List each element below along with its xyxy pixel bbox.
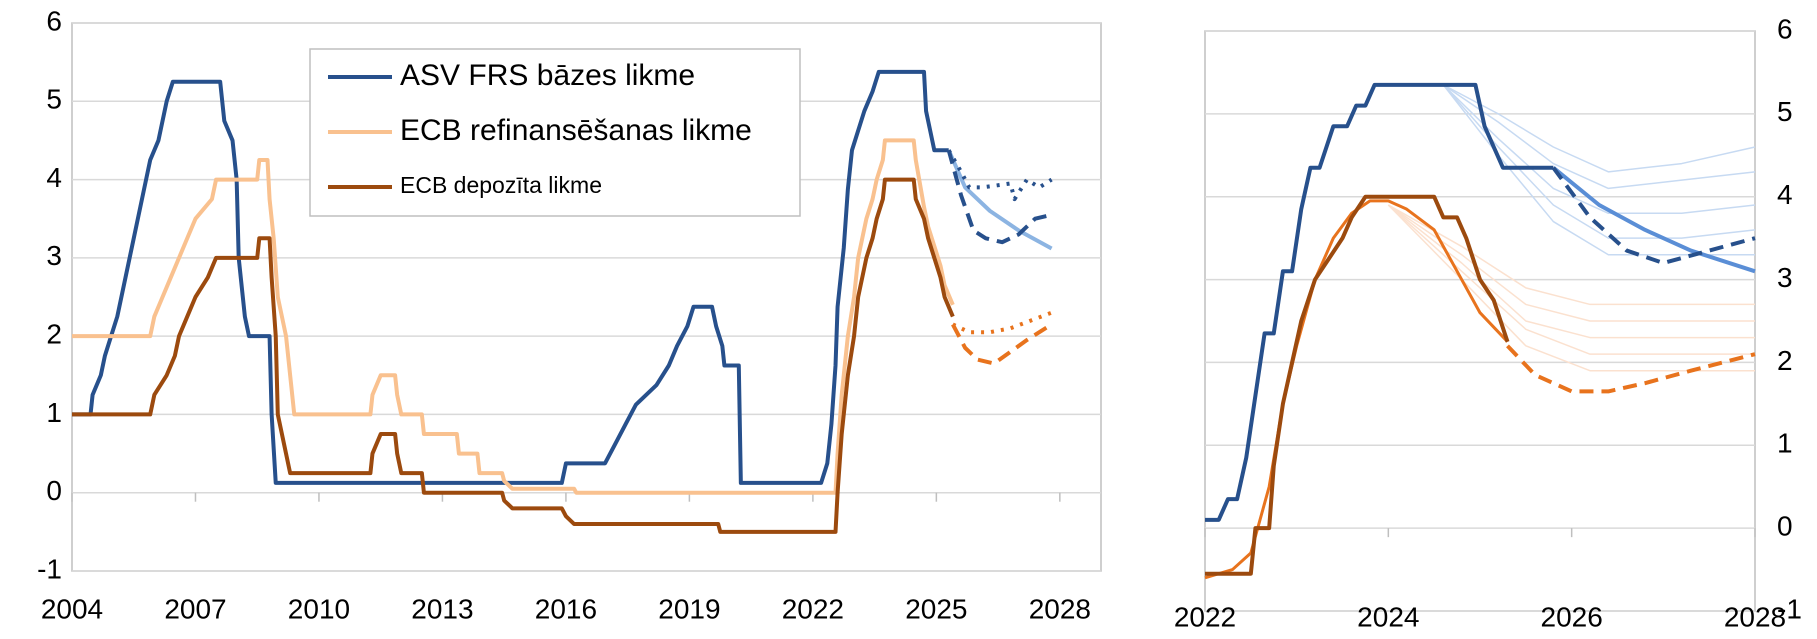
series-line: [1442, 84, 1756, 239]
x-tick-label: 2024: [1357, 601, 1419, 632]
x-tick-label: 2016: [535, 593, 597, 624]
y-tick-label: 0: [46, 475, 62, 506]
series-line: [946, 149, 1053, 245]
series-line: [1387, 204, 1755, 306]
x-tick-label: 2013: [411, 593, 473, 624]
series-line: [1387, 204, 1755, 322]
series-line: [1204, 199, 1509, 580]
series-line: [1552, 166, 1756, 274]
x-tick-label: 2010: [288, 593, 350, 624]
y-tick-label: -1: [1777, 593, 1802, 624]
series-line: [72, 69, 949, 485]
x-tick-label: 2007: [164, 593, 226, 624]
y-tick-label: 1: [46, 397, 62, 428]
series-line: [1442, 84, 1756, 173]
series-line: [1387, 204, 1755, 339]
x-tick-label: 2004: [41, 593, 103, 624]
y-tick-label: 6: [1777, 13, 1793, 44]
x-tick-label: 2028: [1724, 601, 1786, 632]
x-tick-label: 2022: [1174, 601, 1236, 632]
y-tick-label: 6: [46, 5, 62, 36]
y-tick-label: 0: [1777, 511, 1793, 542]
series-line: [946, 149, 1053, 251]
y-tick-label: 3: [46, 240, 62, 271]
y-tick-label: 4: [1777, 179, 1793, 210]
series-line: [1205, 194, 1510, 576]
y-tick-label: 2: [1777, 345, 1793, 376]
series-line: [1205, 82, 1554, 522]
legend-label: ECB refinansēšanas likme: [400, 114, 752, 147]
x-tick-label: 2026: [1541, 601, 1603, 632]
legend-label: ASV FRS bāzes likme: [400, 59, 695, 92]
series-line: [72, 138, 955, 495]
x-tick-label: 2022: [782, 593, 844, 624]
y-tick-label: -1: [37, 553, 62, 584]
y-tick-label: 5: [1777, 96, 1793, 127]
y-tick-label: 1: [1777, 428, 1793, 459]
series-line: [951, 322, 1053, 366]
series-line: [1442, 84, 1756, 215]
series-line: [946, 149, 1053, 202]
legend: ASV FRS bāzes likme ECB refinansēšanas li…: [309, 48, 801, 217]
series-line: [951, 310, 1053, 335]
series-line: [1442, 84, 1756, 190]
y-tick-label: 3: [1777, 262, 1793, 293]
x-tick-label: 2028: [1029, 593, 1091, 624]
y-tick-label: 2: [46, 319, 62, 350]
x-tick-label: 2019: [658, 593, 720, 624]
y-tick-label: 5: [46, 84, 62, 115]
legend-label: ECB depozīta likme: [400, 172, 602, 198]
series-line: [72, 177, 955, 534]
y-tick-label: 4: [46, 162, 62, 193]
x-tick-label: 2025: [905, 593, 967, 624]
series-line: [1506, 344, 1756, 394]
series-line: [1551, 166, 1756, 265]
series-line: [1387, 204, 1755, 372]
